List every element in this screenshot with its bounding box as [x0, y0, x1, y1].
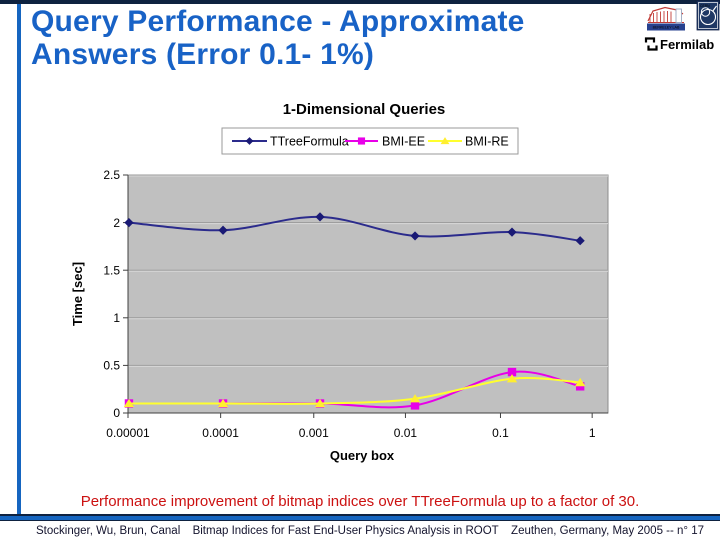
highlight-text: Performance improvement of bitmap indice…: [80, 493, 640, 510]
chart-svg: 1-Dimensional Queries TTreeFormula BMI-E…: [70, 101, 609, 463]
legend-square-marker: [357, 137, 366, 145]
x-axis-title: Query box: [330, 448, 395, 463]
cern-beamline: [712, 5, 717, 12]
legend-label-ttreeformula: TTreeFormula: [270, 135, 349, 149]
plot-background: [127, 174, 609, 414]
page-title-line1: Query Performance - Approximate: [31, 5, 525, 38]
cern-label: CERN: [700, 4, 710, 8]
diamond-marker: [218, 225, 228, 235]
triangle-marker: [314, 398, 326, 408]
legend-diamond-marker: [245, 137, 254, 145]
berkeley-tower: [675, 8, 682, 23]
triangle-marker: [574, 377, 586, 387]
logo-cluster: BERKELEY LAB CERN Fermilab: [644, 0, 720, 52]
diamond-marker: [315, 212, 325, 222]
footer: Stockinger, Wu, Brun, Canal Bitmap Indic…: [0, 521, 720, 540]
fermilab-glyph-bottom: [647, 45, 658, 51]
diamond-marker: [507, 227, 517, 237]
diamond-marker: [410, 231, 420, 241]
triangle-marker: [506, 374, 518, 383]
footer-authors: Stockinger, Wu, Brun, Canal: [36, 524, 181, 537]
chart-legend: TTreeFormula BMI-EE BMI-RE: [221, 127, 519, 155]
x-tick-label: 0.01: [394, 426, 418, 440]
legend-triangle-marker: [440, 137, 450, 145]
legend-label-bmi-ee: BMI-EE: [382, 135, 425, 149]
footer-talk-title: Bitmap Indices for Fast End-User Physics…: [192, 524, 499, 537]
y-axis-title: Time [sec]: [70, 262, 85, 326]
y-tick-label: 2.5: [103, 168, 120, 182]
y-tick-label: 0: [113, 406, 120, 420]
berkeley-banner-label: BERKELEY LAB: [653, 26, 680, 30]
left-accent-line: [17, 4, 21, 521]
fermilab-logo: Fermilab: [644, 37, 714, 52]
chart-title: 1-Dimensional Queries: [283, 101, 446, 118]
footer-separator: [0, 514, 720, 521]
plot-area: 0 0.5 1 1.5 2 2.5 0.00001 0.0001 0.001 0.01 0.1 1: [103, 168, 609, 440]
page-title: Query Performance - Approximate Answers …: [31, 5, 525, 71]
cern-logo: CERN: [696, 0, 720, 31]
top-border-bar: [0, 0, 720, 4]
series-ttreeformula: [124, 212, 585, 246]
berkeley-banner: [647, 23, 685, 31]
x-tick-label: 0.00001: [106, 426, 150, 440]
cern-ring-large: [699, 8, 717, 26]
footer-venue-page: Zeuthen, Germany, May 2005 -- n° 17: [511, 524, 704, 537]
square-marker: [410, 401, 420, 410]
berkeley-lab-logo: BERKELEY LAB: [647, 6, 685, 31]
cern-ring-small: [700, 7, 711, 17]
x-tick-label: 1: [589, 426, 596, 440]
x-tick-label: 0.001: [299, 426, 329, 440]
x-tick-label: 0.1: [492, 426, 509, 440]
x-tick-label: 0.0001: [202, 426, 239, 440]
triangle-marker: [217, 398, 229, 408]
fermilab-glyph-top: [644, 37, 656, 43]
legend-label-bmi-re: BMI-RE: [465, 135, 509, 149]
square-marker: [575, 382, 585, 391]
triangle-marker: [409, 394, 421, 403]
page-title-line2: Answers (Error 0.1- 1%): [31, 38, 375, 71]
series-bmi-re: [123, 374, 586, 408]
diamond-marker: [575, 236, 585, 246]
y-tick-label: 1.5: [103, 263, 120, 277]
fermilab-label: Fermilab: [660, 37, 714, 52]
y-tick-label: 0.5: [103, 359, 120, 373]
berkeley-columns-sketch: [648, 11, 684, 23]
triangle-marker: [123, 398, 135, 408]
square-marker: [507, 367, 517, 377]
y-tick-label: 1: [113, 311, 120, 325]
diamond-marker: [124, 218, 134, 228]
y-tick-label: 2: [113, 216, 120, 230]
